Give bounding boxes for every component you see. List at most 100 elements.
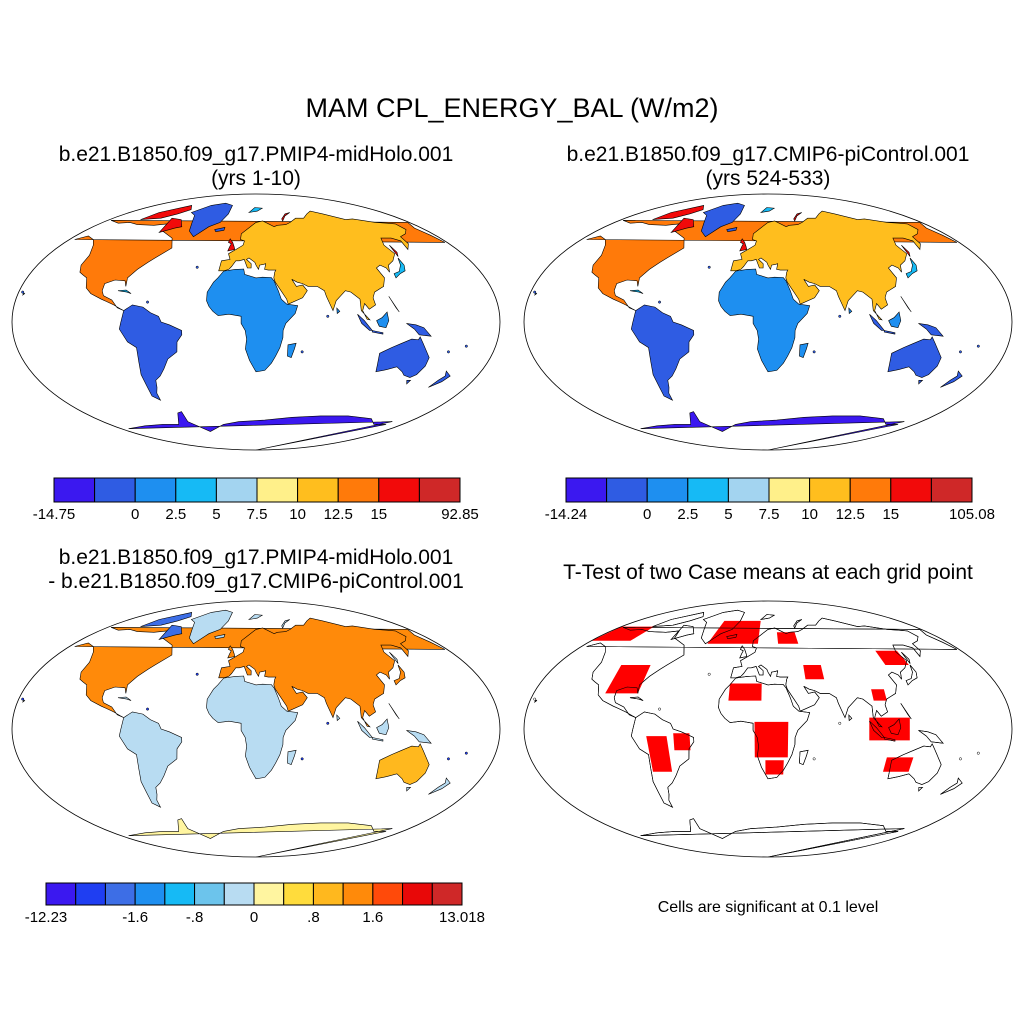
landmass-svalbard — [247, 207, 264, 213]
map-picontrol — [523, 193, 1013, 451]
midholo-bar-swatch — [256, 477, 299, 503]
difference-bar-tick-label: -12.23 — [25, 909, 68, 926]
landmass-philippines — [900, 296, 912, 313]
panel-title-difference: b.e21.B1850.f09_g17.PMIP4-midHolo.001 - … — [0, 546, 512, 594]
small-island — [300, 757, 304, 761]
landmass-newZealand — [940, 370, 963, 388]
landmass-sakhalin — [389, 651, 399, 664]
landmass-africa — [718, 268, 811, 373]
map-difference — [11, 600, 501, 858]
landmass-southAmerica — [118, 711, 183, 808]
colorbar-picontrol: -14.24 0 2.5 5 7.5 10 12.5 15 105.08 — [545, 477, 995, 523]
difference-bar-swatch — [104, 882, 136, 906]
landmass-gbr — [739, 238, 748, 252]
picontrol-bar-swatch — [890, 477, 932, 503]
small-island — [976, 751, 980, 755]
landmass-java — [883, 330, 896, 335]
landmass-japan — [393, 257, 406, 279]
landmass-newZealand — [428, 370, 451, 388]
midholo-bar-tick-label: 10 — [289, 506, 306, 523]
difference-bar-tick-label: -.8 — [186, 909, 204, 926]
difference-bar-tick-label: 0 — [250, 909, 258, 926]
landmass-antarctica — [128, 818, 393, 857]
small-island — [326, 721, 330, 725]
picontrol-bar-tick-label: 15 — [882, 506, 899, 523]
landmass-greenland — [188, 202, 233, 238]
midholo-bar-swatch — [53, 477, 96, 503]
midholo-bar-tick-label: 7.5 — [247, 506, 268, 523]
coastline-australia — [887, 743, 942, 785]
coastline-northAmerica — [586, 627, 958, 718]
picontrol-bar-swatch — [646, 477, 689, 503]
landmass-antarctica — [128, 411, 393, 450]
landmass-australia — [375, 743, 430, 785]
panel-title-ttest-line1: T-Test of two Case means at each grid po… — [563, 561, 973, 584]
coastline-novaya — [793, 619, 802, 629]
significant-cells — [754, 721, 789, 758]
landmass-java — [371, 737, 384, 742]
small-island — [146, 707, 149, 711]
coastline-newZealand — [940, 777, 963, 795]
picontrol-bar-swatch — [687, 477, 729, 503]
landmass-arcticIsl — [140, 205, 193, 220]
map-border — [523, 600, 1013, 858]
midholo-bar-tick-label: 5 — [212, 506, 220, 523]
small-island — [812, 350, 816, 354]
picontrol-bar-swatch — [809, 477, 851, 503]
landmass-arcticIsl — [652, 205, 705, 220]
landmass-iceland — [214, 633, 226, 640]
landmass-iceland — [214, 226, 226, 233]
picontrol-bar-tick-label: 105.08 — [949, 506, 995, 523]
difference-bar-tick-label: 1.6 — [362, 909, 383, 926]
map-border — [11, 600, 501, 858]
difference-bar-tick-label: -1.6 — [122, 909, 148, 926]
landmass-japan — [905, 257, 918, 279]
landmass-sakhalin — [901, 244, 911, 257]
difference-bar-tick-label: .8 — [307, 909, 320, 926]
landmass-australia — [887, 336, 942, 378]
coastline-cuba — [629, 696, 644, 701]
midholo-bar-tick-label: 15 — [370, 506, 387, 523]
difference-bar-swatch — [372, 882, 404, 906]
landmass-gbr — [227, 645, 236, 659]
small-island — [446, 350, 450, 354]
landmass-iceland — [726, 226, 738, 233]
landmass-java — [371, 330, 384, 335]
panel-title-picontrol-line1: b.e21.B1850.f09_g17.CMIP6-piControl.001 — [566, 143, 970, 166]
picontrol-bar-tick-label: 2.5 — [677, 506, 698, 523]
picontrol-bar-tick-label: 5 — [724, 506, 732, 523]
small-island — [658, 300, 661, 304]
coastline-srilanka — [848, 714, 853, 722]
landmass-novaya — [281, 212, 290, 222]
map-border — [11, 193, 501, 451]
landmass-philippines — [388, 703, 400, 720]
coastline-antarctica — [640, 818, 905, 857]
panel-title-difference-line2: - b.e21.B1850.f09_g17.CMIP6-piControl.00… — [48, 570, 464, 594]
map-ttest — [523, 600, 1013, 858]
small-island — [21, 290, 25, 294]
significant-cells — [646, 736, 673, 772]
small-island — [326, 314, 330, 318]
small-island — [146, 300, 149, 304]
landmass-newZealand — [428, 777, 451, 795]
landmass-borneo — [376, 311, 390, 329]
significant-cells — [875, 650, 909, 665]
midholo-bar-tick-label: 12.5 — [324, 506, 353, 523]
coastline-madagascar — [799, 749, 809, 765]
landmass-madagascar — [287, 749, 297, 765]
landmass-svalbard — [247, 614, 264, 620]
colorbar-midholo: -14.75 0 2.5 5 7.5 10 12.5 15 92.85 — [33, 477, 479, 523]
map-midholo — [11, 193, 501, 451]
landmass-africa — [206, 268, 299, 373]
coastline-africa — [718, 675, 811, 780]
coastline-southAmerica — [630, 711, 695, 808]
small-island — [812, 757, 816, 761]
coastline-eurasia — [730, 617, 921, 728]
landmass-tasmania — [406, 380, 412, 385]
small-island — [976, 344, 980, 348]
small-island — [707, 265, 711, 269]
landmass-sakhalin — [389, 244, 399, 257]
coastline-greenland — [700, 609, 745, 645]
picontrol-bar-swatch — [768, 477, 811, 503]
difference-bar-swatch — [431, 882, 463, 906]
